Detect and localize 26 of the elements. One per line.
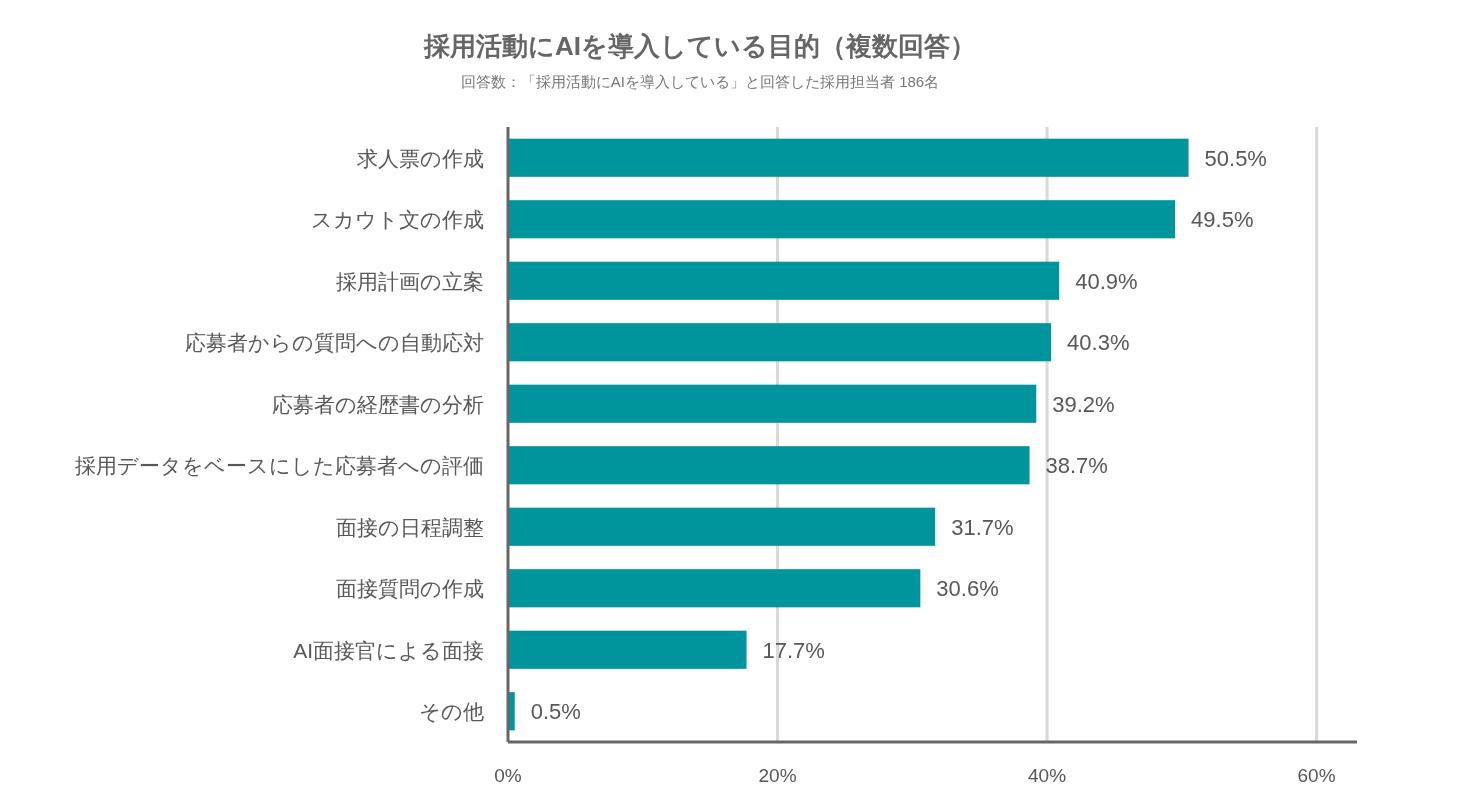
category: 応募者からの質問への自動応対 <box>185 331 484 355</box>
category: 求人票の作成 <box>357 146 484 170</box>
category: 採用データをベースにした応募者への評価 <box>75 454 484 478</box>
category: 応募者の経歴書の分析 <box>272 392 484 416</box>
value-label: 40.3% <box>1067 330 1130 356</box>
value-label: 38.7% <box>1045 453 1108 479</box>
xtick: 60% <box>1297 765 1336 786</box>
category: 採用計画の立案 <box>336 269 484 293</box>
value-label: 39.2% <box>1052 391 1115 417</box>
category: AI面接官による面接 <box>293 638 484 662</box>
value-label: 17.7% <box>762 637 825 663</box>
value-label: 50.5% <box>1204 145 1267 171</box>
title: 採用活動にAIを導入している目的（複数回答） <box>424 31 976 61</box>
value-label: 31.7% <box>951 514 1014 540</box>
xtick: 20% <box>758 765 797 786</box>
category: スカウト文の作成 <box>311 208 484 232</box>
category: 面接の日程調整 <box>336 515 484 539</box>
value-label: 0.5% <box>530 699 581 725</box>
xtick: 0% <box>494 765 522 786</box>
category: その他 <box>419 700 484 724</box>
value-label: 49.5% <box>1191 207 1254 233</box>
category: 面接質問の作成 <box>336 577 484 601</box>
xtick: 40% <box>1028 765 1067 786</box>
value-label: 40.9% <box>1075 268 1138 294</box>
value-label: 30.6% <box>936 576 999 602</box>
subtitle: 回答数：「採用活動にAIを導入している」と回答した採用担当者 186名 <box>460 73 940 90</box>
